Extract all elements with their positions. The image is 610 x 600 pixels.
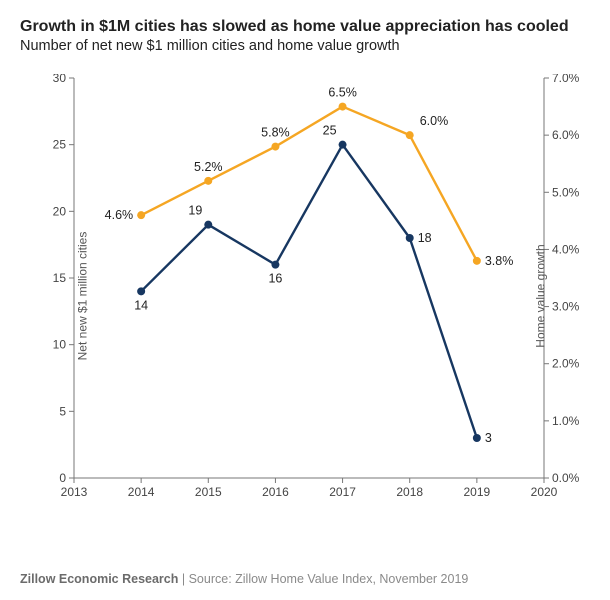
growth-marker — [406, 131, 414, 139]
x-tick: 2017 — [329, 485, 356, 499]
y-axis-left-label: Net new $1 million cities — [75, 231, 89, 360]
cities-marker — [339, 141, 347, 149]
y-axis-right-label: Home value growth — [533, 244, 547, 347]
left-tick: 0 — [59, 471, 66, 485]
chart-svg: 0 5 10 15 20 25 30 0.0% 1.0% 2.0% 3.0% 4.0% 5.0% 6.0%… — [20, 74, 604, 512]
chart-area: Net new $1 million cities Home value gro… — [20, 74, 590, 517]
x-tick: 2019 — [464, 485, 491, 499]
growth-label: 5.8% — [261, 126, 290, 140]
left-tick: 15 — [53, 271, 67, 285]
right-tick: 3.0% — [552, 300, 580, 314]
source-bold: Zillow Economic Research — [20, 572, 178, 586]
cities-label: 14 — [134, 298, 148, 312]
growth-label: 6.5% — [328, 86, 357, 100]
cities-label: 19 — [188, 204, 202, 218]
cities-marker — [271, 261, 279, 269]
left-tick: 30 — [53, 74, 67, 85]
x-tick: 2014 — [128, 485, 155, 499]
growth-label: 5.2% — [194, 160, 223, 174]
source-rest: | Source: Zillow Home Value Index, Novem… — [178, 572, 468, 586]
growth-label: 4.6% — [105, 208, 134, 222]
left-tick: 10 — [53, 338, 67, 352]
source-line: Zillow Economic Research | Source: Zillo… — [20, 572, 468, 586]
right-tick: 0.0% — [552, 471, 580, 485]
cities-label: 16 — [268, 272, 282, 286]
chart-subtitle: Number of net new $1 million cities and … — [20, 38, 590, 54]
cities-marker — [137, 287, 145, 295]
growth-label: 3.8% — [485, 254, 514, 268]
right-tick: 6.0% — [552, 128, 580, 142]
growth-marker — [473, 257, 481, 265]
x-tick: 2018 — [396, 485, 423, 499]
cities-label: 25 — [323, 124, 337, 138]
x-tick: 2013 — [61, 485, 88, 499]
right-tick: 5.0% — [552, 185, 580, 199]
right-tick: 7.0% — [552, 74, 580, 85]
growth-label: 6.0% — [420, 114, 449, 128]
x-tick: 2015 — [195, 485, 222, 499]
x-tick: 2016 — [262, 485, 289, 499]
right-tick: 4.0% — [552, 242, 580, 256]
growth-marker — [137, 211, 145, 219]
cities-label: 18 — [418, 231, 432, 245]
growth-marker — [204, 177, 212, 185]
right-tick: 1.0% — [552, 414, 580, 428]
x-tick: 2020 — [531, 485, 558, 499]
chart-title: Growth in $1M cities has slowed as home … — [20, 18, 590, 36]
cities-marker — [473, 434, 481, 442]
growth-marker — [271, 143, 279, 151]
cities-marker — [406, 234, 414, 242]
left-tick: 20 — [53, 204, 67, 218]
right-tick: 2.0% — [552, 357, 580, 371]
cities-label: 3 — [485, 431, 492, 445]
left-tick: 25 — [53, 138, 67, 152]
left-tick: 5 — [59, 404, 66, 418]
growth-marker — [339, 103, 347, 111]
cities-marker — [204, 221, 212, 229]
